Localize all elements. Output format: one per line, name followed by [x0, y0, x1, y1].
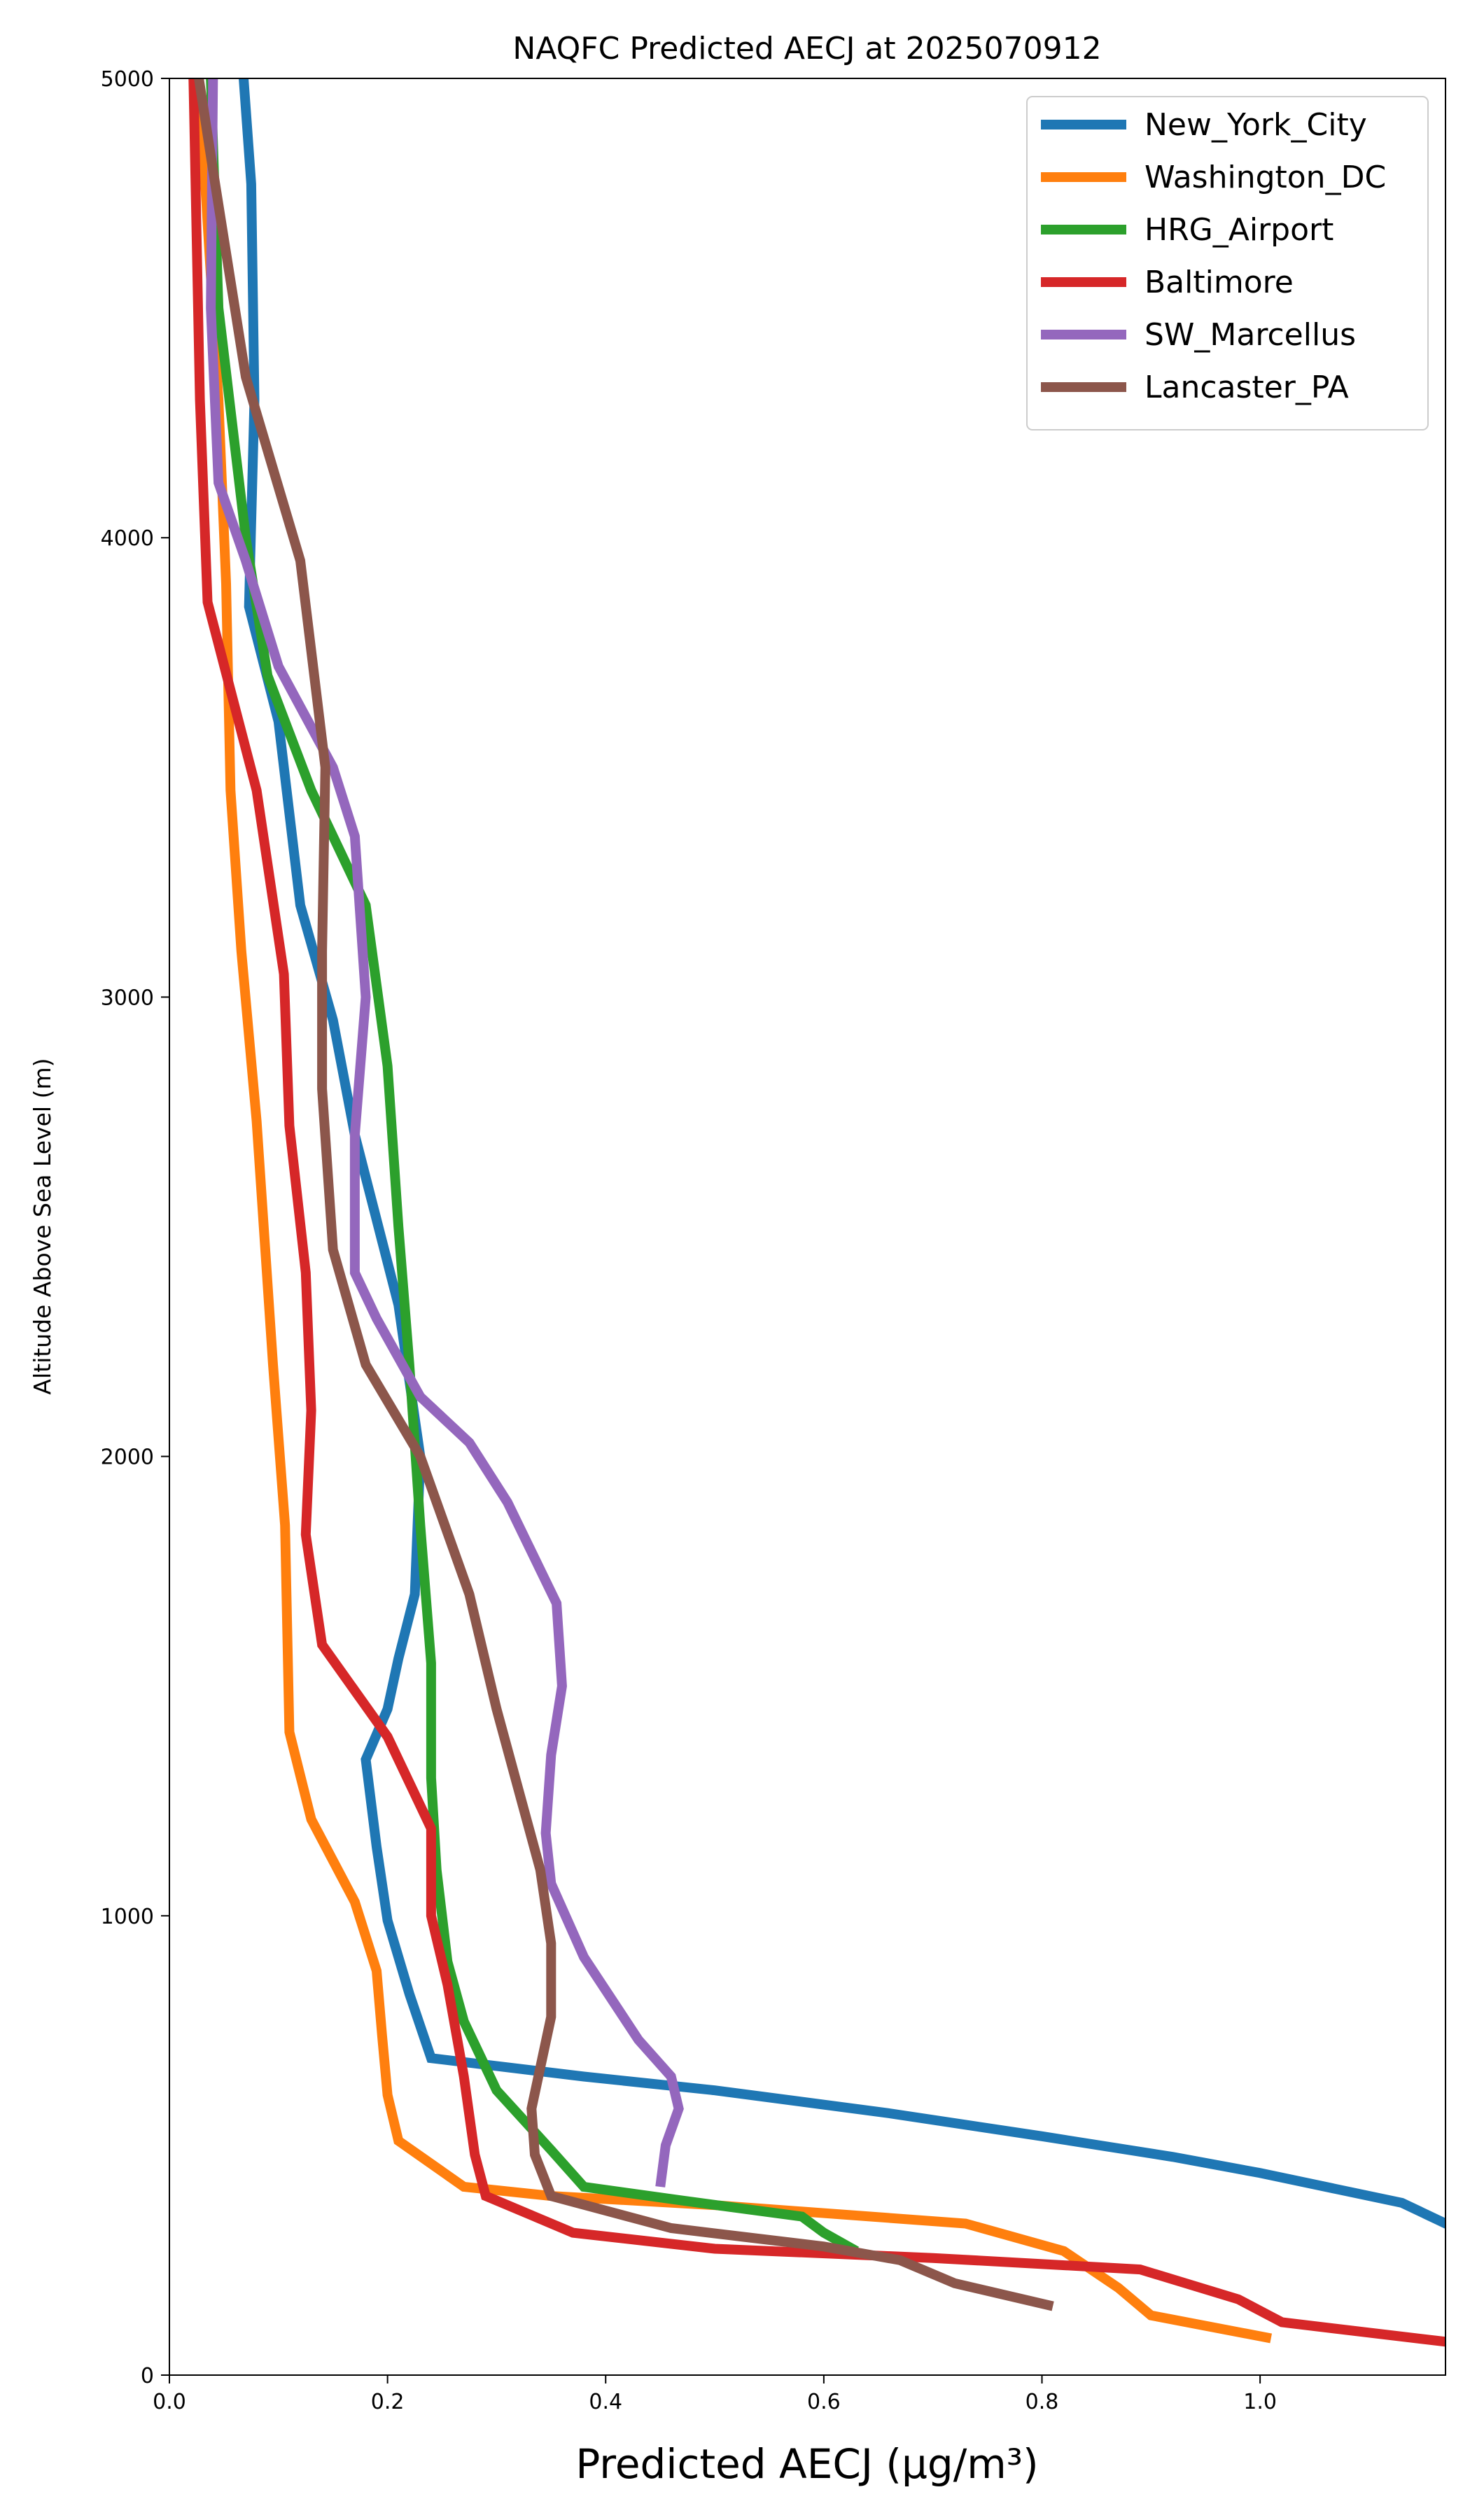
legend-label-washington-dc: Washington_DC — [1144, 160, 1386, 195]
series-line-new-york-city — [239, 78, 1446, 2229]
y-axis-label: Altitude Above Sea Level (m) — [29, 1058, 56, 1395]
legend-label-baltimore: Baltimore — [1144, 265, 1294, 300]
legend: New_York_City Washington_DC HRG_Airport Bal… — [1026, 96, 1429, 430]
legend-label-new-york-city: New_York_City — [1144, 107, 1367, 143]
x-axis-label: Predicted AECJ (μg/m³) — [575, 2440, 1038, 2488]
y-tick-label: 5000 — [101, 67, 154, 92]
x-tick-label: 0.6 — [807, 2390, 841, 2414]
chart-title: NAQFC Predicted AECJ at 2025070912 — [512, 31, 1101, 66]
x-tick-label: 0.4 — [589, 2390, 622, 2414]
series-line-sw-marcellus — [206, 78, 684, 2188]
series-line-hrg-airport — [206, 78, 860, 2255]
x-tick-label: 0.0 — [153, 2390, 186, 2414]
y-tick-label: 0 — [141, 2364, 154, 2388]
plot-frame — [169, 78, 1446, 2376]
y-axis: 0 1000 2000 3000 4000 5000 — [101, 67, 169, 2388]
series-lines — [188, 78, 1446, 2347]
legend-label-lancaster-pa: Lancaster_PA — [1144, 370, 1349, 405]
series-line-washington-dc — [192, 78, 1273, 2344]
x-tick-label: 1.0 — [1243, 2390, 1277, 2414]
x-tick-label: 0.2 — [371, 2390, 405, 2414]
y-tick-label: 4000 — [101, 526, 154, 551]
legend-label-sw-marcellus: SW_Marcellus — [1144, 317, 1356, 353]
legend-box — [1026, 96, 1429, 430]
y-tick-label: 1000 — [101, 1905, 154, 1929]
x-axis: 0.0 0.2 0.4 0.6 0.8 1.0 — [153, 2375, 1277, 2414]
y-tick-label: 3000 — [101, 986, 154, 1010]
series-line-lancaster-pa — [194, 78, 1054, 2311]
series-line-baltimore — [188, 78, 1446, 2347]
y-tick-label: 2000 — [101, 1446, 154, 1470]
legend-label-hrg-airport: HRG_Airport — [1144, 212, 1334, 248]
x-tick-label: 0.8 — [1026, 2390, 1059, 2414]
